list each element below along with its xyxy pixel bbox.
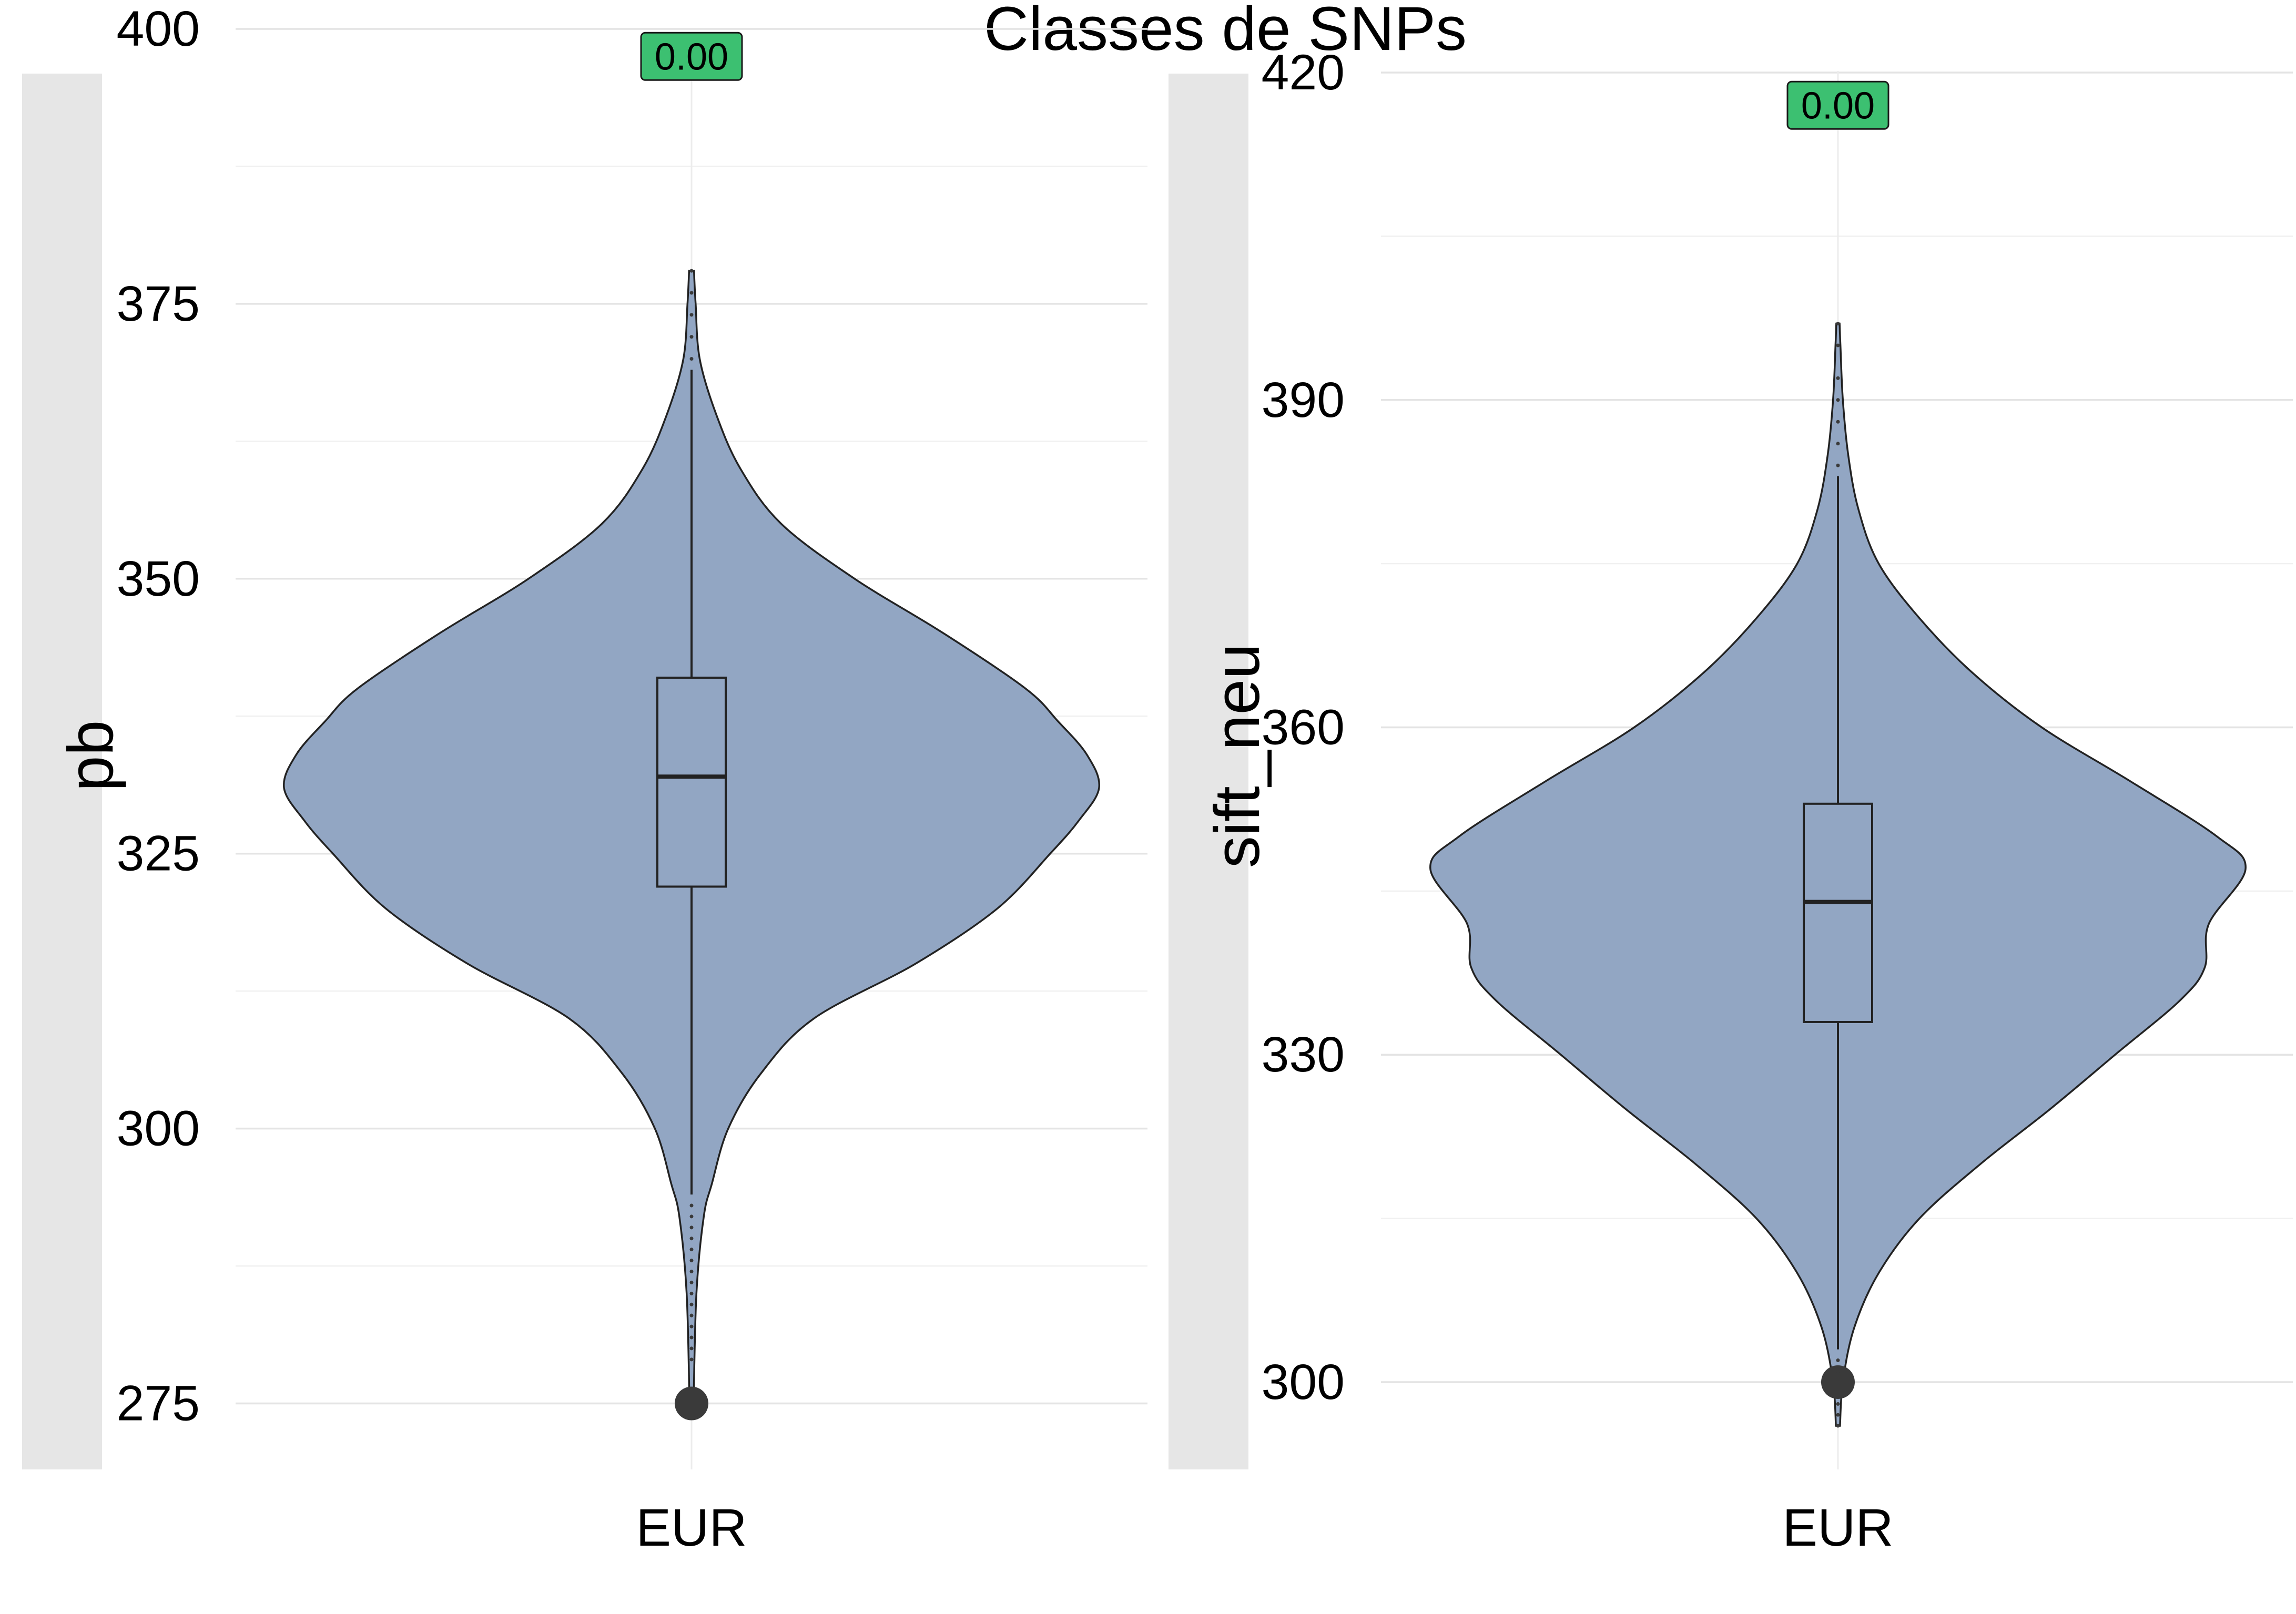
outlier-point xyxy=(689,1324,694,1329)
outlier-point xyxy=(689,1280,694,1284)
panel-strip xyxy=(1169,74,1248,1469)
y-tick-label: 420 xyxy=(1261,45,1345,100)
outlier-point-large xyxy=(675,1386,708,1421)
y-tick-label: 300 xyxy=(116,1101,200,1157)
outlier-point xyxy=(1836,463,1840,467)
stat-label-box xyxy=(1786,80,1889,130)
outlier-point xyxy=(689,1313,694,1317)
x-tick-label: EUR xyxy=(1782,1498,1893,1557)
outlier-point xyxy=(689,356,694,361)
y-tick-label: 360 xyxy=(1261,699,1345,755)
outlier-point xyxy=(689,291,694,295)
y-tick-label: 330 xyxy=(1261,1027,1345,1082)
outlier-point xyxy=(1836,398,1840,402)
outlier-point xyxy=(1836,1391,1840,1395)
outlier-point xyxy=(689,269,694,273)
panel-2: sift_neu 300 330 360 390 420 0.00 EUR xyxy=(1169,45,2293,1557)
outlier-point xyxy=(689,1270,694,1274)
y-tick-label: 400 xyxy=(116,1,200,57)
box-iqr xyxy=(656,677,727,888)
outlier-point-large xyxy=(1821,1365,1855,1399)
outlier-point xyxy=(689,313,694,317)
stat-label: 0.00 xyxy=(655,36,728,78)
outlier-point xyxy=(689,1291,694,1295)
y-tick-label: 375 xyxy=(116,276,200,332)
outlier-point xyxy=(689,1237,694,1241)
outlier-point xyxy=(1836,1424,1840,1428)
outlier-point xyxy=(689,1302,694,1306)
outlier-point xyxy=(689,1259,694,1263)
outlier-point xyxy=(689,1214,694,1219)
panel-1: pb 275 300 325 350 375 400 0.00 EUR xyxy=(22,1,1147,1557)
outlier-point xyxy=(1836,442,1840,446)
outlier-point xyxy=(689,335,694,339)
outlier-point xyxy=(689,1346,694,1351)
panel-strip xyxy=(22,74,102,1469)
outlier-point xyxy=(1836,343,1840,348)
x-tick-label: EUR xyxy=(636,1498,747,1557)
outlier-point xyxy=(689,1248,694,1252)
stat-label-box xyxy=(640,32,743,81)
outlier-point xyxy=(1836,1369,1840,1373)
chart-title: Classes de SNPs xyxy=(984,0,1467,64)
outlier-point xyxy=(1836,321,1840,325)
y-tick-label: 390 xyxy=(1261,372,1345,428)
y-tick-label: 350 xyxy=(116,551,200,607)
outlier-point xyxy=(689,1335,694,1340)
outlier-point xyxy=(1836,420,1840,424)
outlier-point xyxy=(1836,1402,1840,1406)
outlier-point xyxy=(1836,1413,1840,1417)
panels: pb 275 300 325 350 375 400 0.00 EUR sift_neu 300 33… xyxy=(22,1,2293,1557)
stat-label: 0.00 xyxy=(1801,85,1875,127)
outlier-point xyxy=(1836,376,1840,380)
outlier-point xyxy=(689,1225,694,1230)
outlier-point xyxy=(689,1203,694,1208)
y-tick-label: 325 xyxy=(116,826,200,882)
box-iqr xyxy=(1803,802,1873,1023)
outlier-point xyxy=(689,1357,694,1362)
y-axis-label: sift_neu xyxy=(1201,643,1273,868)
y-tick-label: 300 xyxy=(1261,1354,1345,1410)
y-tick-label: 275 xyxy=(116,1376,200,1432)
y-axis-label: pb xyxy=(55,720,126,792)
outlier-point xyxy=(1836,1358,1840,1362)
